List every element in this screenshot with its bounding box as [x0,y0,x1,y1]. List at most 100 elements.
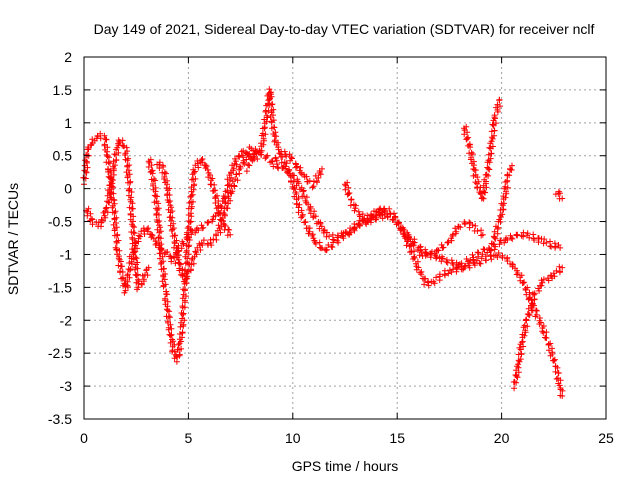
data-point [193,251,200,258]
data-point [421,281,428,288]
data-point [496,96,503,103]
data-point [131,230,138,237]
data-point [261,137,267,144]
data-point [491,127,498,134]
data-point [294,163,300,170]
data-point [166,185,173,192]
data-point [466,260,473,267]
data-point [262,131,269,138]
data-point [539,279,546,286]
data-point [110,163,117,170]
data-point [227,231,234,238]
data-point [160,163,167,170]
data-point [184,255,191,262]
data-point [457,224,464,231]
data-point [180,310,187,317]
data-point [487,140,494,147]
data-point [474,174,481,181]
data-point [557,268,563,275]
data-point [179,330,186,336]
data-point [97,135,104,142]
data-point [315,174,322,181]
data-point [289,155,295,162]
data-point [252,146,259,152]
data-point [345,190,352,197]
data-point [276,150,283,157]
data-point [296,201,303,208]
data-point [119,275,126,282]
data-point [254,156,261,162]
data-point [469,222,476,228]
data-point [236,166,243,173]
data-point [477,184,484,191]
data-point [134,286,140,293]
data-point [491,112,498,119]
data-point [268,125,275,132]
data-point [144,226,151,233]
data-point [334,234,341,241]
data-point [245,162,252,168]
data-point [222,188,229,195]
data-point [183,293,189,300]
data-point [405,231,412,238]
data-point [178,271,184,278]
data-point [488,240,495,247]
data-point [507,165,513,172]
data-point [463,256,470,262]
data-point [161,276,168,283]
data-point [158,245,165,252]
data-point [555,380,562,387]
data-point [444,239,451,246]
data-point [316,169,323,176]
data-point [289,172,296,179]
x-tick-label: 0 [80,430,88,446]
data-point [182,299,188,306]
data-point [283,160,290,167]
data-point [115,149,122,156]
data-point [430,278,437,285]
data-point [298,207,305,214]
data-point [555,369,562,376]
data-point [364,219,371,225]
data-point [531,290,538,297]
data-point [369,213,376,220]
data-point [475,178,482,185]
data-point [188,227,195,234]
data-point [124,278,131,285]
data-point [439,255,446,262]
data-point [208,242,215,249]
data-point [156,222,163,229]
data-point [509,162,515,169]
data-point [183,242,190,249]
data-point [352,205,359,212]
data-point [266,86,273,93]
y-tick-label: 1.5 [53,82,73,98]
data-point [434,246,441,253]
data-point [192,248,199,255]
data-point [129,223,136,229]
data-point [519,331,526,338]
data-point [180,323,187,330]
data-point [217,229,224,236]
data-point [158,266,165,273]
data-point [472,222,479,229]
data-point [132,271,139,278]
data-point [545,341,552,348]
data-point [463,136,470,143]
data-point [243,168,250,175]
data-point [183,249,190,256]
data-point [179,266,186,273]
data-point [132,266,138,273]
data-point [452,230,459,237]
data-point [209,216,216,223]
data-point [503,190,510,197]
data-point [107,194,114,201]
data-point [180,240,187,247]
data-point [124,272,131,279]
data-point [205,174,212,181]
data-point [185,218,192,224]
data-point [543,329,550,336]
data-point [122,150,129,157]
data-point [105,159,112,166]
